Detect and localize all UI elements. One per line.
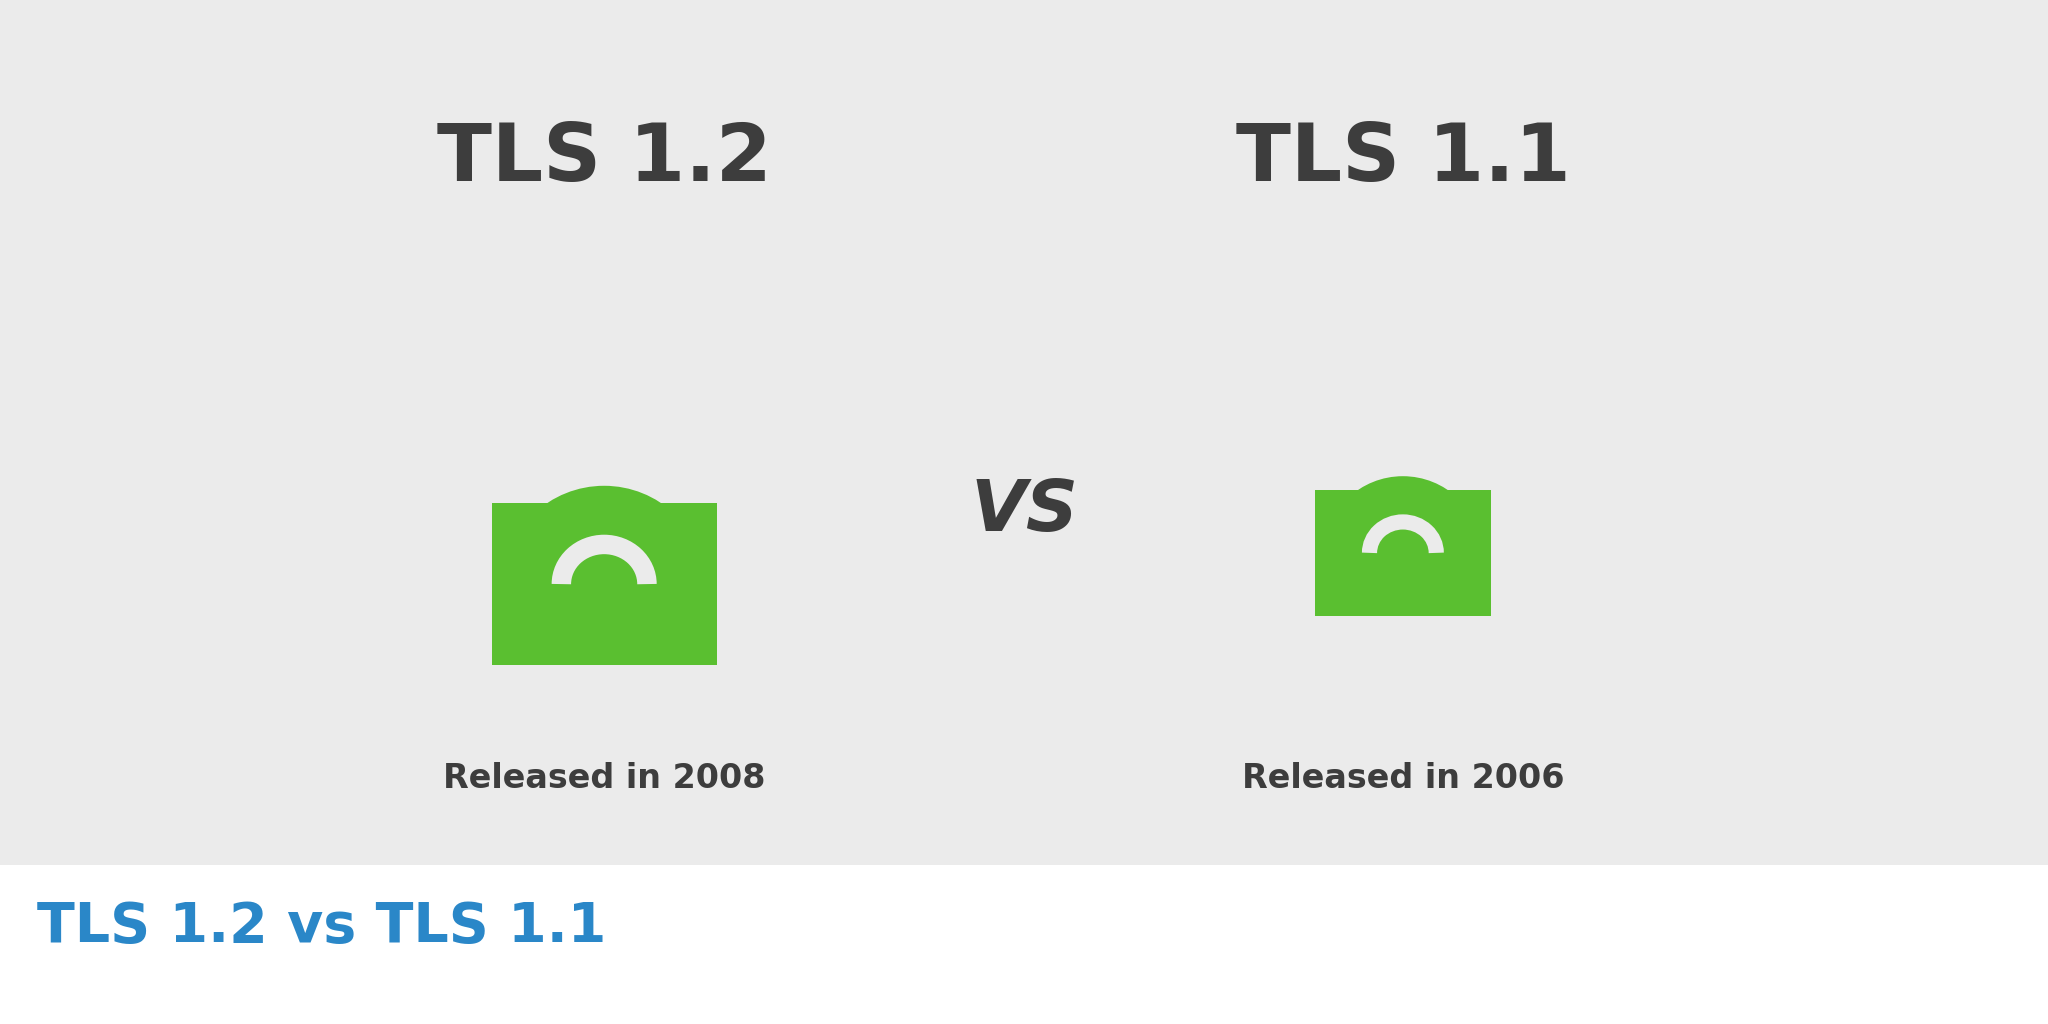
Text: TLS 1.2 vs TLS 1.1: TLS 1.2 vs TLS 1.1 [37,900,606,953]
FancyBboxPatch shape [1315,489,1491,616]
Text: Released in 2008: Released in 2008 [442,762,766,795]
Bar [0,865,2048,1024]
Text: VS: VS [971,477,1077,547]
Text: Released in 2006: Released in 2006 [1241,762,1565,795]
Text: TLS 1.2: TLS 1.2 [436,120,772,198]
FancyBboxPatch shape [492,503,717,666]
Text: TLS 1.1: TLS 1.1 [1235,120,1571,198]
